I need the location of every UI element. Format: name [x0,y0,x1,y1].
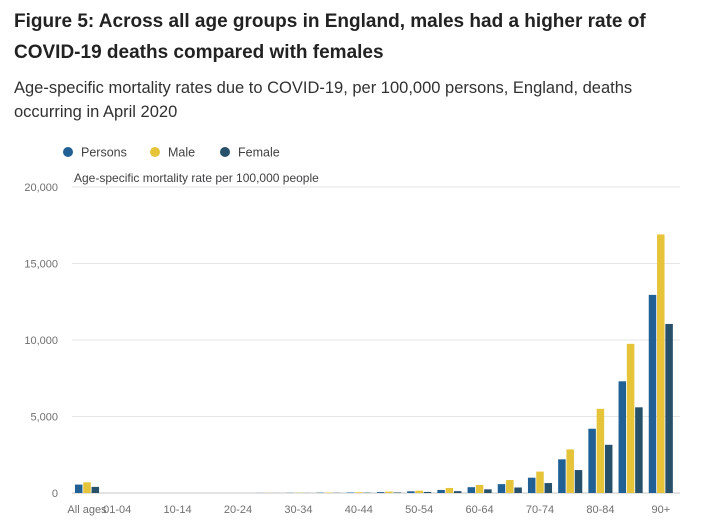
bar-male-80-84 [596,408,605,493]
bar-persons-all-ages [74,484,83,493]
x-tick-label-70-74: 70-74 [526,504,554,516]
bar-female-all-ages [91,486,100,493]
bar-female-70-74 [544,483,553,493]
bar-male-55-59 [445,487,454,493]
x-tick-label-10-14: 10-14 [164,504,192,516]
x-tick-label-all-ages: All ages [67,504,107,516]
bar-male-65-69 [506,480,514,493]
legend-marker-female [220,147,230,157]
bar-male-90 [657,234,665,493]
bar-male-50-54 [415,490,423,493]
y-axis-ticks: 0 5,000 10,000 15,000 20,000 [24,182,58,500]
bar-persons-80-84 [588,428,596,493]
legend-label-male: Male [168,146,195,160]
bar-female-55-59 [453,491,462,493]
bar-persons-65-69 [497,484,506,493]
x-tick-label-50-54: 50-54 [405,504,433,516]
x-tick-label-40-44: 40-44 [345,504,373,516]
y-tick-label: 5,000 [30,412,58,424]
bar-male-all-ages [83,482,91,493]
bar-female-80-84 [604,444,613,493]
bar-male-45-49 [385,491,393,493]
bar-female-60-64 [484,489,492,493]
bar-female-65-69 [514,487,522,493]
bar-male-60-64 [475,484,484,493]
bar-persons-50-54 [407,491,415,493]
bar-chart: Persons Male Female 0 5,000 10,000 15,000 20,0… [24,146,680,516]
x-tick-label-01-04: 01-04 [103,504,131,516]
bar-persons-75-79 [558,459,566,493]
bars [74,234,673,493]
y-tick-label: 10,000 [24,335,58,347]
chart-title: Figure 5: Across all age groups in Engla… [14,11,646,63]
chart-subtitle: Age-specific mortality rates due to COVI… [14,79,633,121]
x-tick-label-30-34: 30-34 [284,504,312,516]
legend: Persons Male Female [63,146,280,160]
bar-male-40-44 [355,492,363,493]
y-tick-label: 20,000 [24,182,58,194]
bar-male-70-74 [536,471,544,493]
bar-persons-85-89 [618,381,627,493]
bar-male-85-89 [626,343,635,493]
bar-female-45-49 [393,492,402,493]
legend-marker-male [150,147,160,157]
y-tick-label: 0 [52,488,58,500]
x-tick-label-90: 90+ [651,504,670,516]
bar-persons-60-64 [467,487,476,493]
bar-persons-70-74 [527,477,536,493]
bar-female-75-79 [574,470,583,493]
x-tick-label-20-24: 20-24 [224,504,252,516]
x-tick-label-60-64: 60-64 [466,504,494,516]
bar-female-50-54 [423,491,432,493]
bar-female-90 [665,323,673,493]
x-tick-label-80-84: 80-84 [586,504,614,516]
legend-marker-persons [63,147,73,157]
y-tick-label: 15,000 [24,259,58,271]
legend-label-female: Female [238,146,280,160]
bar-female-85-89 [635,407,643,493]
y-axis-label: Age-specific mortality rate per 100,000 … [74,171,319,185]
bar-male-75-79 [566,449,574,493]
bar-persons-55-59 [437,489,445,493]
legend-label-persons: Persons [81,146,127,160]
bar-persons-90 [648,294,657,493]
bar-persons-45-49 [376,492,385,493]
